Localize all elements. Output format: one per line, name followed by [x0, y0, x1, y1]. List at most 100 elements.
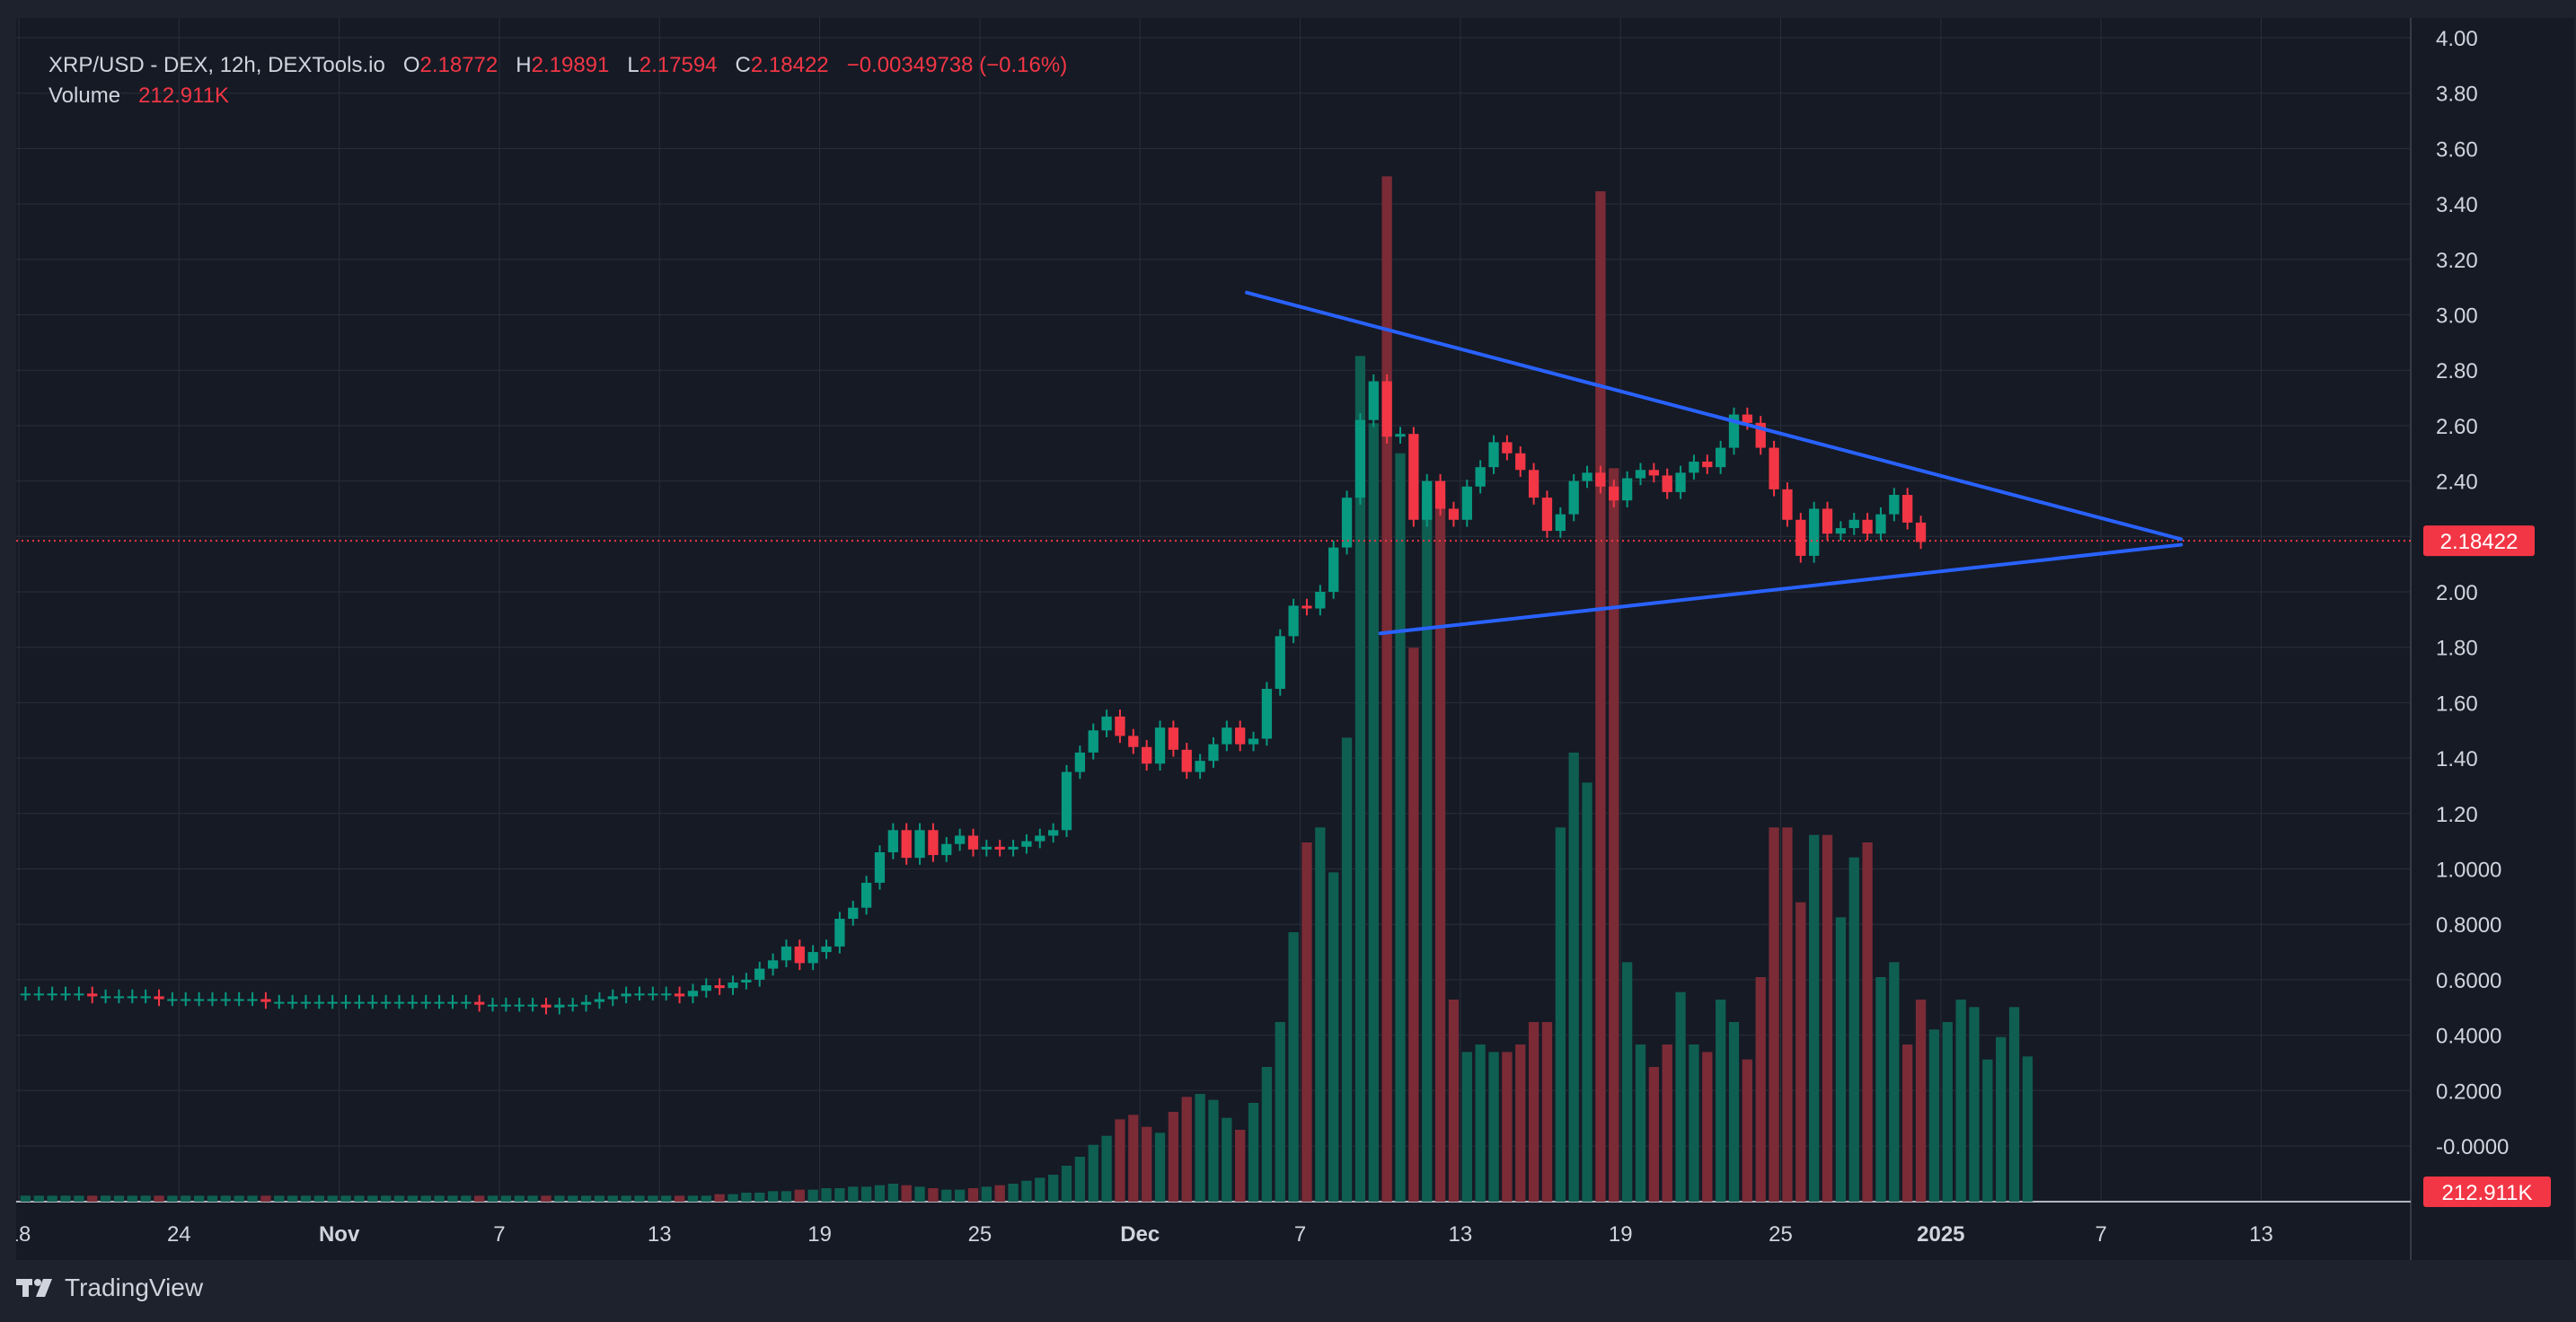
- volume-bar: [1408, 648, 1419, 1202]
- volume-bar: [928, 1188, 939, 1202]
- candle-body: [1381, 381, 1392, 437]
- candle-body: [607, 996, 618, 1000]
- price-tick-label: 3.60: [2436, 137, 2478, 162]
- candle-body: [1395, 434, 1406, 437]
- volume-bar: [1915, 1000, 1927, 1202]
- volume-bar: [381, 1195, 392, 1202]
- candle-body: [874, 851, 886, 883]
- candle-body: [1528, 470, 1539, 498]
- volume-bar: [1488, 1052, 1499, 1202]
- volume-bar: [327, 1195, 338, 1202]
- candle-body: [901, 830, 912, 859]
- candle-body: [1142, 746, 1152, 764]
- candle-body: [113, 996, 125, 999]
- volume-bar: [1528, 1022, 1539, 1202]
- candle-body: [1008, 846, 1019, 850]
- volume-bar: [1368, 423, 1379, 1202]
- candle-body: [207, 999, 218, 1001]
- volume-bar: [300, 1195, 312, 1202]
- volume-bar: [474, 1195, 485, 1202]
- volume-bar: [1969, 1007, 1980, 1202]
- price-tick-label: 0.6000: [2436, 969, 2501, 993]
- trendlines: [1245, 290, 2183, 636]
- ohlc-row: XRP/USD - DEX, 12h, DEXTools.io O2.18772…: [49, 50, 1067, 81]
- candle-body: [1502, 442, 1513, 454]
- time-tick-label: 7: [2095, 1222, 2106, 1247]
- candle-body: [1875, 514, 1886, 534]
- candle-body: [461, 1001, 472, 1004]
- candle-body: [1541, 498, 1553, 532]
- volume-bar: [728, 1194, 738, 1202]
- open-value: 2.18772: [419, 53, 498, 77]
- volume-bar: [1261, 1067, 1273, 1202]
- volume-bar: [714, 1194, 725, 1202]
- candle-body: [260, 999, 271, 1002]
- candle-body: [1408, 434, 1419, 520]
- volume-bar: [1889, 962, 1900, 1202]
- volume-bar: [754, 1193, 765, 1202]
- volume-bar: [1434, 498, 1446, 1202]
- volume-bar: [767, 1191, 779, 1202]
- candle-body: [1862, 519, 1873, 534]
- volume-bar: [1288, 932, 1299, 1202]
- change-value: −0.00349738 (−0.16%): [846, 53, 1068, 77]
- chart-area[interactable]: 4.003.803.603.403.203.002.802.602.402.20…: [16, 18, 2574, 1260]
- volume-bar: [20, 1195, 31, 1202]
- time-tick-label: Dec: [1120, 1222, 1160, 1247]
- candle-body: [1769, 447, 1779, 489]
- volume-bar: [568, 1195, 578, 1202]
- price-tick-label: 3.20: [2436, 249, 2478, 273]
- candle-body: [1261, 688, 1273, 739]
- candle-body: [1889, 495, 1900, 515]
- candle-body: [1195, 761, 1205, 772]
- candle-body: [821, 946, 832, 953]
- volume-label[interactable]: Volume: [49, 84, 121, 108]
- volume-bar: [821, 1188, 832, 1202]
- volume-bar: [1448, 1000, 1460, 1202]
- volume-bar: [1755, 977, 1766, 1202]
- volume-bar: [741, 1193, 752, 1202]
- volume-bar: [1835, 917, 1847, 1202]
- candle-body: [60, 993, 71, 996]
- volume-bar: [1782, 827, 1793, 1202]
- candle-body: [860, 882, 872, 908]
- chart-canvas[interactable]: 4.003.803.603.403.203.002.802.602.402.20…: [16, 18, 2574, 1260]
- candle-body: [1181, 749, 1192, 772]
- candle-body: [1448, 508, 1460, 520]
- candle-body: [300, 1001, 312, 1004]
- volume-bar: [1609, 468, 1619, 1202]
- candle-body: [1702, 462, 1713, 468]
- candle-body: [1088, 730, 1098, 753]
- candle-body: [1248, 738, 1259, 745]
- volume-bar: [500, 1195, 512, 1202]
- candle-body: [981, 846, 992, 850]
- high-value: 2.19891: [531, 53, 610, 77]
- volume-bar: [2008, 1007, 2020, 1202]
- volume-bar: [434, 1195, 445, 1202]
- volume-bar: [260, 1195, 271, 1202]
- volume-bar: [87, 1195, 98, 1202]
- volume-bar: [1928, 1029, 1940, 1202]
- candle-body: [181, 999, 191, 1001]
- candle-body: [928, 830, 939, 856]
- volume-bar: [687, 1195, 699, 1202]
- time-tick-label: 25: [1769, 1222, 1793, 1247]
- low-label: L: [627, 53, 640, 77]
- volume-bar: [47, 1195, 57, 1202]
- candle-body: [1341, 498, 1353, 548]
- time-tick-label: 2025: [1917, 1222, 1964, 1247]
- candle-body: [1368, 381, 1379, 420]
- price-tick-label: 3.00: [2436, 304, 2478, 329]
- candle-body: [1835, 528, 1847, 534]
- tradingview-logo[interactable]: TradingView: [16, 1274, 203, 1302]
- volume-bar: [1461, 1052, 1472, 1202]
- time-tick-label: 7: [493, 1222, 505, 1247]
- symbol-title[interactable]: XRP/USD - DEX, 12h, DEXTools.io: [49, 53, 385, 77]
- volume-bar: [1942, 1022, 1953, 1202]
- volume-bar: [1822, 834, 1833, 1202]
- volume-bar: [1088, 1144, 1098, 1202]
- price-tick-label: 2.00: [2436, 581, 2478, 605]
- price-tick-label: 3.40: [2436, 193, 2478, 217]
- volume-bar: [648, 1195, 658, 1202]
- axis-badges: 2.18422 212.911K: [2423, 525, 2551, 1207]
